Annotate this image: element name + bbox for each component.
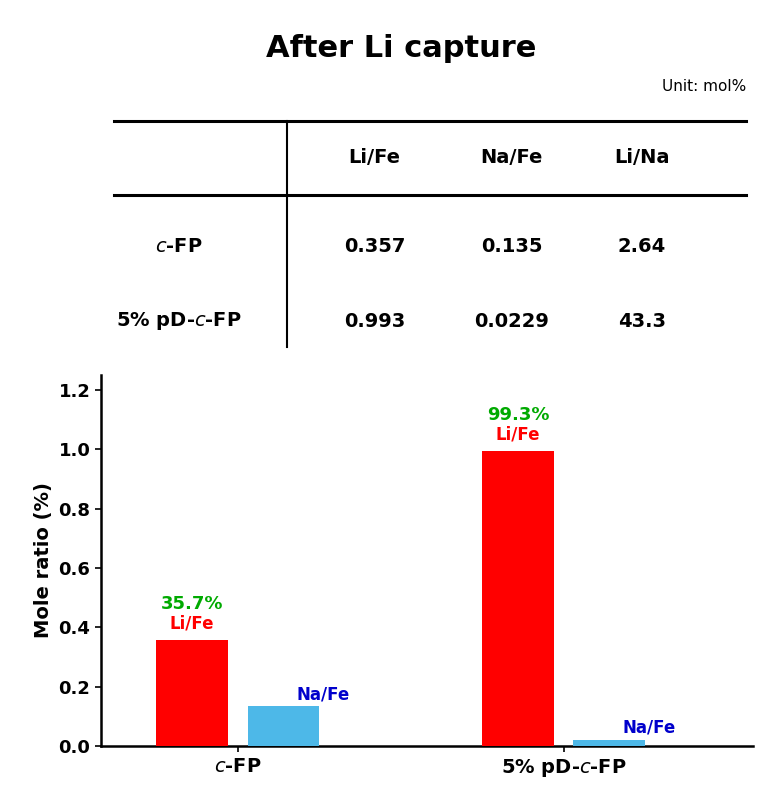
Bar	[156, 640, 228, 746]
Text: 5% pD-$\it{c}$-FP: 5% pD-$\it{c}$-FP	[116, 310, 242, 332]
Text: 0.993: 0.993	[344, 311, 405, 330]
Text: 2.64: 2.64	[618, 237, 666, 256]
Text: Unit: mol%: Unit: mol%	[662, 79, 747, 94]
Text: 99.3%: 99.3%	[487, 407, 549, 425]
Bar	[482, 451, 554, 746]
Text: 0.0229: 0.0229	[474, 311, 549, 330]
Text: Li/Fe: Li/Fe	[348, 148, 400, 168]
Text: Li/Na: Li/Na	[614, 148, 670, 168]
Text: 35.7%: 35.7%	[161, 596, 223, 614]
Y-axis label: Mole ratio (%): Mole ratio (%)	[34, 483, 53, 638]
Text: After Li capture: After Li capture	[265, 33, 536, 63]
Text: Li/Fe: Li/Fe	[170, 615, 214, 633]
Text: Na/Fe: Na/Fe	[622, 719, 676, 737]
Text: Na/Fe: Na/Fe	[480, 148, 542, 168]
Text: 43.3: 43.3	[618, 311, 666, 330]
Text: Li/Fe: Li/Fe	[496, 426, 540, 444]
Bar	[573, 739, 645, 746]
Text: $\it{c}$-FP: $\it{c}$-FP	[155, 237, 203, 256]
Text: 0.135: 0.135	[481, 237, 542, 256]
Text: Na/Fe: Na/Fe	[296, 685, 350, 703]
Text: 0.357: 0.357	[344, 237, 405, 256]
Bar	[248, 706, 319, 746]
